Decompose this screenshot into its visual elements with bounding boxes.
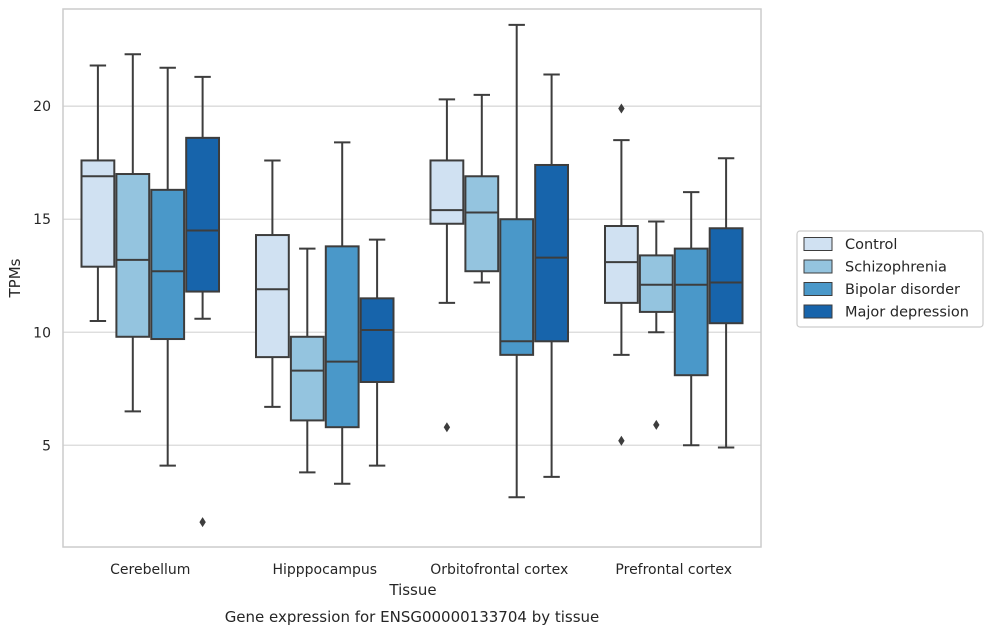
box-control xyxy=(603,103,639,446)
box-iqr xyxy=(185,136,221,293)
box-major-depression xyxy=(185,75,221,528)
legend-label: Schizophrenia xyxy=(845,260,947,276)
box-iqr xyxy=(499,218,535,356)
box-iqr xyxy=(464,175,500,273)
legend-label: Major depression xyxy=(845,305,969,321)
legend-label: Bipolar disorder xyxy=(845,282,960,298)
outlier-point xyxy=(653,419,660,430)
legend-frame xyxy=(796,230,984,328)
box-schizophrenia xyxy=(464,93,500,284)
y-tick-label: 20 xyxy=(33,99,51,115)
box-bipolar-disorder xyxy=(324,141,360,485)
box-iqr xyxy=(603,225,639,304)
box-iqr xyxy=(673,247,709,377)
legend-swatch xyxy=(803,237,833,251)
box-iqr xyxy=(638,254,674,313)
legend-swatch xyxy=(803,259,833,274)
x-tick-label: Hipppocampus xyxy=(272,562,377,578)
plot-frame xyxy=(62,8,762,548)
box-iqr xyxy=(534,163,570,343)
legend: Control Schizophrenia Bipolar disorder Majo… xyxy=(796,230,984,328)
x-tick-label: Prefrontal cortex xyxy=(615,562,732,578)
box-iqr xyxy=(254,234,290,359)
outlier-point xyxy=(443,422,451,433)
x-tick-labels: Cerebellum Hipppocampus Orbitofrontal cort… xyxy=(110,562,732,578)
y-tick-labels: 5 10 15 20 xyxy=(33,99,51,454)
box-major-depression xyxy=(359,238,395,467)
box-control xyxy=(254,159,290,408)
x-tick-label: Orbitofrontal cortex xyxy=(430,562,568,578)
outlier-point xyxy=(618,435,625,446)
x-axis-label: Tissue xyxy=(388,581,436,599)
box-iqr xyxy=(115,173,151,338)
box-schizophrenia xyxy=(289,247,325,474)
box-bipolar-disorder xyxy=(499,23,535,499)
outlier-point xyxy=(618,103,625,114)
legend-swatch xyxy=(803,304,833,319)
y-axis-label: TPMs xyxy=(6,258,24,298)
outlier-point xyxy=(199,517,206,528)
y-tick-label: 5 xyxy=(42,438,51,454)
box-iqr xyxy=(80,159,116,268)
box-schizophrenia xyxy=(115,53,151,413)
chart-caption: Gene expression for ENSG00000133704 by t… xyxy=(225,608,600,626)
box-bipolar-disorder xyxy=(150,66,186,467)
box-control xyxy=(429,98,465,433)
box-schizophrenia xyxy=(638,220,674,430)
legend-label: Control xyxy=(845,237,897,253)
box-groups xyxy=(80,23,744,528)
box-iqr xyxy=(359,297,395,383)
y-tick-label: 15 xyxy=(33,212,51,228)
x-tick-label: Cerebellum xyxy=(110,562,190,578)
box-bipolar-disorder xyxy=(673,191,709,447)
box-control xyxy=(80,64,116,322)
box-major-depression xyxy=(534,73,570,478)
box-iqr xyxy=(289,335,325,422)
box-iqr xyxy=(150,188,186,341)
box-major-depression xyxy=(708,157,744,449)
box-iqr xyxy=(429,159,465,225)
y-tick-label: 10 xyxy=(33,325,51,341)
box-iqr xyxy=(324,245,360,429)
box-iqr xyxy=(708,227,744,325)
legend-swatch xyxy=(803,282,833,296)
